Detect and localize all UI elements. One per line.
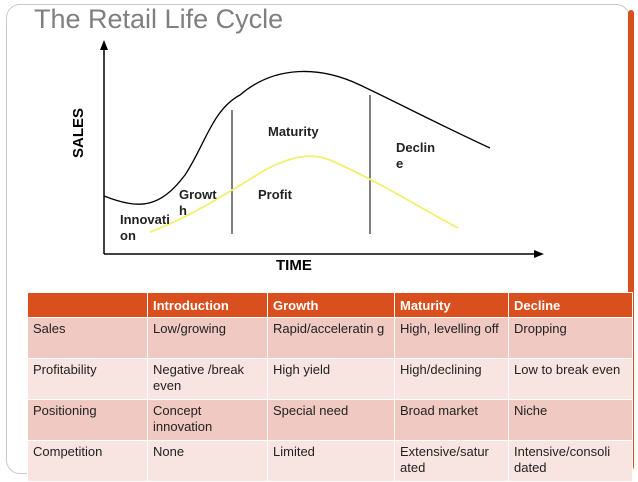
table-cell: Broad market xyxy=(394,399,509,441)
table-cell: Niche xyxy=(508,399,633,441)
stage-growth-label: Growt h xyxy=(179,187,217,218)
profit-label: Profit xyxy=(258,187,292,202)
table-cell: Rapid/acceleratin g xyxy=(267,317,395,359)
table-header-cell: Maturity xyxy=(394,292,509,318)
page-title: The Retail Life Cycle xyxy=(34,4,284,34)
profit-curve xyxy=(149,155,459,233)
table-cell: Low/growing xyxy=(147,317,268,359)
x-axis-label: TIME xyxy=(276,257,312,274)
life-cycle-table: Introduction Growth Maturity Decline Sal… xyxy=(27,292,633,482)
table-cell: High, levelling off xyxy=(394,317,509,359)
table-cell: Limited xyxy=(267,440,395,482)
table-row: Sales Low/growing Rapid/acceleratin g Hi… xyxy=(27,317,633,359)
life-cycle-diagram xyxy=(100,40,544,258)
table-cell: Competition xyxy=(27,440,148,482)
table-header-cell xyxy=(27,292,148,318)
table-header-cell: Decline xyxy=(508,292,633,318)
table-cell: Negative /break even xyxy=(147,358,268,400)
table-header-cell: Introduction xyxy=(147,292,268,318)
table-cell: Intensive/consoli dated xyxy=(508,440,633,482)
table-row: Competition None Limited Extensive/satur… xyxy=(27,440,633,482)
table-header-row: Introduction Growth Maturity Decline xyxy=(27,292,633,318)
y-axis-arrow xyxy=(100,40,108,50)
table-cell: Extensive/satur ated xyxy=(394,440,509,482)
accent-bar xyxy=(628,10,634,470)
table-cell: Profitability xyxy=(27,358,148,400)
sales-curve xyxy=(103,70,491,205)
table-header-cell: Growth xyxy=(267,292,395,318)
table-row: Positioning Concept innovation Special n… xyxy=(27,399,633,441)
stage-maturity-label: Maturity xyxy=(268,124,319,139)
table-cell: Sales xyxy=(27,317,148,359)
table-cell: Special need xyxy=(267,399,395,441)
y-axis-label: SALES xyxy=(70,107,87,158)
table-cell: High yield xyxy=(267,358,395,400)
table-row: Profitability Negative /break even High … xyxy=(27,358,633,400)
table-cell: High/declining xyxy=(394,358,509,400)
stage-decline-label: Declin e xyxy=(396,140,436,171)
table-cell: Dropping xyxy=(508,317,633,359)
table-cell: None xyxy=(147,440,268,482)
x-axis-arrow xyxy=(534,250,544,258)
table-cell: Low to break even xyxy=(508,358,633,400)
stage-introduction-label: Innovati on xyxy=(120,212,170,243)
table-cell: Concept innovation xyxy=(147,399,268,441)
table-cell: Positioning xyxy=(27,399,148,441)
